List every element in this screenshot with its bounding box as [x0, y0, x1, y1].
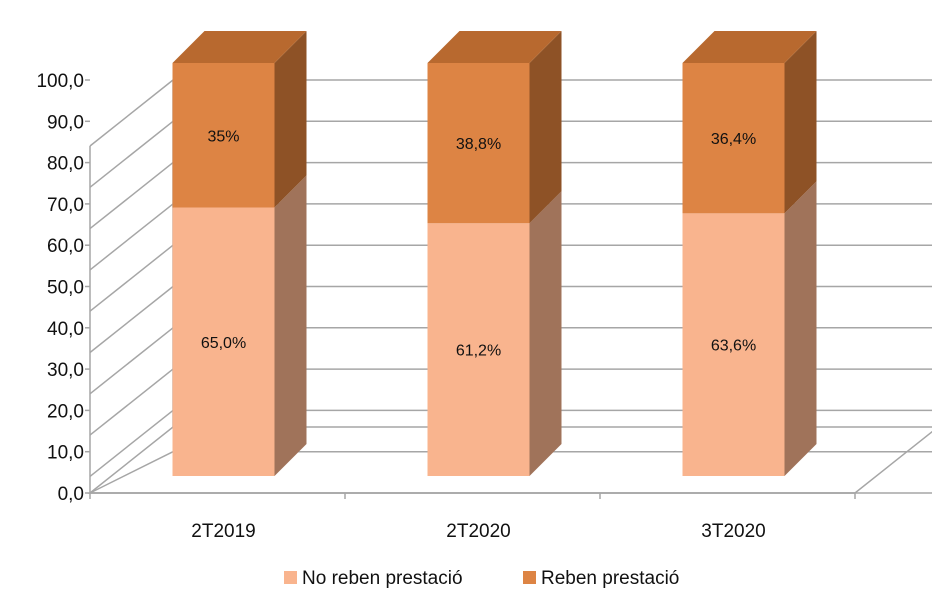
y-tick-label: 60,0 [47, 236, 84, 257]
y-tick-label: 50,0 [47, 278, 84, 299]
bar-segment [172, 63, 275, 208]
y-tick-label: 0,0 [58, 484, 84, 505]
data-label: 35% [207, 128, 239, 145]
y-tick-label: 70,0 [47, 195, 84, 216]
legend-label: Reben prestació [541, 568, 679, 589]
legend-label: No reben prestació [302, 568, 463, 589]
bar-side [274, 31, 307, 208]
y-tick-label: 100,0 [36, 71, 84, 92]
y-tick-label: 40,0 [47, 319, 84, 340]
grid-diagonal [89, 244, 174, 312]
bar-side [784, 181, 817, 476]
bar-top [682, 31, 817, 63]
grid-diagonal [89, 451, 174, 494]
grid-diagonal [89, 79, 174, 147]
grid-diagonal [89, 162, 174, 230]
grid-diagonal [89, 327, 174, 395]
bar-side [274, 175, 307, 477]
x-tick-label: 2T2020 [446, 521, 510, 542]
data-label: 65,0% [201, 335, 246, 352]
legend: No reben prestació Reben prestació [284, 568, 679, 589]
x-tick-label: 2T2019 [191, 521, 255, 542]
bar-segment [427, 63, 530, 224]
y-tick-labels: 0,0 10,0 20,0 30,0 40,0 50,0 60,0 70,0 80,0 90,0 1… [36, 71, 84, 505]
bar-top [172, 31, 307, 63]
bar-segment [682, 63, 785, 214]
x-tick-label: 3T2020 [701, 521, 765, 542]
bar-top [427, 31, 562, 63]
y-tick-label: 80,0 [47, 154, 84, 175]
y-tick-label: 20,0 [47, 401, 84, 422]
bar-side [784, 31, 817, 214]
bar-side [529, 31, 562, 224]
data-label: 38,8% [456, 136, 501, 153]
bar-segment [427, 223, 530, 476]
data-labels: 65,0% 35% 61,2% 38,8% 63,6% 36,4% [201, 128, 756, 359]
legend-swatch [284, 571, 297, 584]
grid-diagonal [89, 285, 174, 354]
x-tick-labels: 2T2019 2T2020 3T2020 [191, 521, 765, 542]
bar-segment [172, 207, 275, 477]
y-tick-label: 90,0 [47, 112, 84, 133]
y-tick-label: 10,0 [47, 443, 84, 464]
grid-diagonal [89, 368, 174, 436]
data-label: 36,4% [711, 131, 756, 148]
bars [172, 31, 817, 477]
data-label: 61,2% [456, 343, 501, 360]
grid-diagonal [89, 409, 174, 477]
grid-diagonal [89, 203, 174, 271]
y-tick-label: 30,0 [47, 360, 84, 381]
data-label: 63,6% [711, 338, 756, 355]
legend-swatch [523, 571, 536, 584]
grid-diagonal [89, 120, 174, 188]
bar-side [529, 191, 562, 476]
bar-segment [682, 213, 785, 476]
